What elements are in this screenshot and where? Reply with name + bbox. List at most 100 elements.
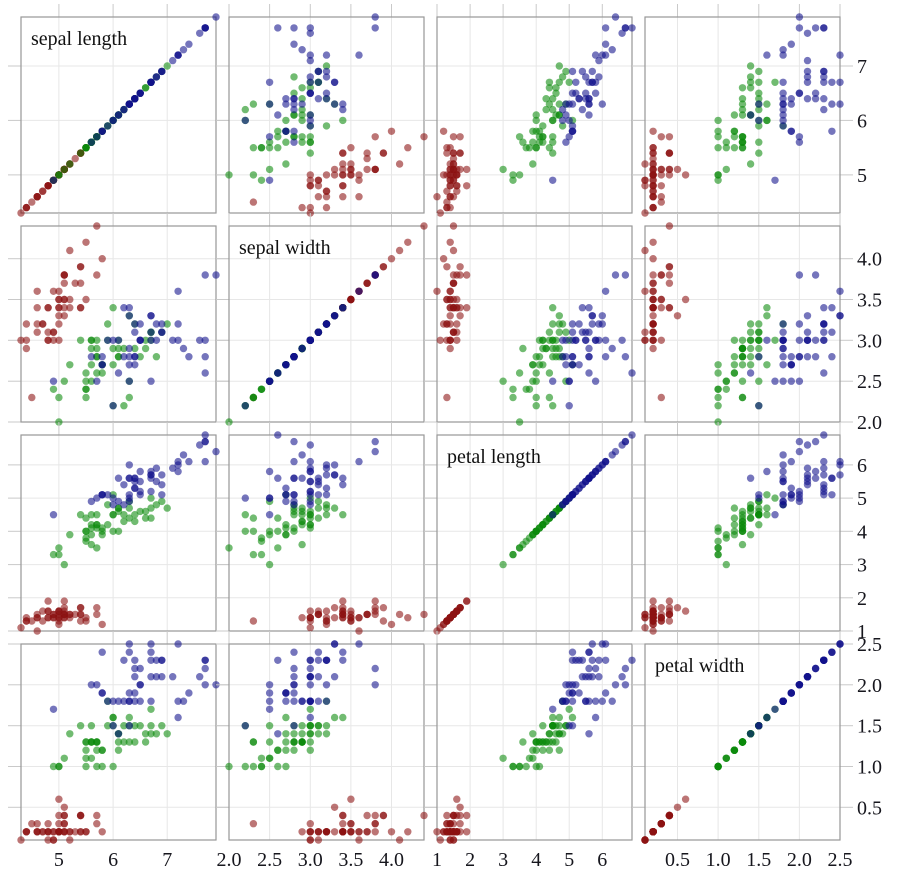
series-red: [641, 795, 690, 844]
svg-text:2.5: 2.5: [828, 849, 853, 871]
svg-text:6: 6: [857, 455, 867, 477]
panel-border: [228, 434, 425, 632]
panel-border: [436, 643, 633, 841]
svg-text:2.0: 2.0: [857, 412, 882, 434]
series-blue: [49, 640, 220, 738]
svg-text:7: 7: [162, 849, 172, 871]
panel-border: [644, 225, 841, 423]
panel-1-1: sepal width: [216, 213, 437, 426]
panel-border: [20, 643, 217, 841]
series-red: [641, 222, 690, 402]
svg-text:3.0: 3.0: [298, 849, 323, 871]
series-green: [49, 491, 171, 569]
panel-3-3: petal width: [632, 631, 853, 844]
series-green: [714, 304, 787, 426]
series-red: [433, 597, 471, 635]
svg-text:7: 7: [857, 56, 867, 78]
series-red: [17, 597, 106, 635]
series-green: [499, 304, 577, 426]
svg-text:2.5: 2.5: [857, 371, 882, 393]
panel-border: [644, 16, 841, 214]
series-blue: [241, 431, 379, 519]
svg-text:1: 1: [432, 849, 442, 871]
series-blue: [241, 640, 379, 738]
panel-border: [20, 434, 217, 632]
svg-text:3: 3: [498, 849, 508, 871]
right-axis-labels: 5 6 7 2.0 2.5 3.0 3.5 4.0 1 2 3 4 5 6 0.5 1.0 1.5 2.0 2.5: [857, 56, 882, 819]
svg-text:3: 3: [857, 555, 867, 577]
diagonal-label-petal-length: petal length: [447, 446, 541, 468]
panel-border: [436, 434, 633, 632]
panel-border: [228, 225, 425, 423]
panel-0-2: [424, 4, 645, 217]
panel-0-3: [632, 4, 853, 217]
series-green: [49, 697, 171, 771]
svg-text:1: 1: [857, 621, 867, 643]
svg-text:0.5: 0.5: [857, 797, 882, 819]
diagonal-label-sepal-length: sepal length: [31, 28, 127, 50]
panel-border: [644, 434, 841, 632]
series-blue: [746, 271, 844, 410]
series-red: [249, 127, 428, 217]
series-red: [433, 127, 471, 217]
series-red: [17, 795, 106, 844]
svg-text:5: 5: [857, 488, 867, 510]
svg-text:4: 4: [857, 521, 867, 543]
svg-text:0.5: 0.5: [665, 849, 690, 871]
svg-text:3.5: 3.5: [338, 849, 363, 871]
panel-3-1: [216, 631, 437, 844]
series-blue: [49, 13, 220, 184]
svg-text:6: 6: [597, 849, 607, 871]
panel-1-0: [8, 213, 229, 426]
svg-text:6: 6: [857, 110, 867, 132]
series-blue: [549, 431, 636, 519]
series-blue: [49, 271, 220, 410]
panel-2-2: petal length: [424, 422, 645, 635]
series-green: [225, 491, 347, 569]
series-green: [499, 697, 577, 771]
panel-border: [644, 643, 841, 841]
panel-2-3: [632, 422, 853, 635]
series-blue: [49, 431, 220, 519]
series-red: [433, 795, 471, 844]
panel-3-2: [424, 631, 645, 844]
series-red: [249, 597, 428, 635]
svg-text:5: 5: [54, 849, 64, 871]
svg-text:3.0: 3.0: [857, 330, 882, 352]
bottom-axis-labels: 5 6 7 2.0 2.5 3.0 3.5 4.0 1 2 3 4 5 6 0.5 1.0 1.5 2.0 2.5: [54, 849, 853, 871]
panel-border: [436, 16, 633, 214]
svg-text:1.5: 1.5: [857, 716, 882, 738]
svg-text:2.5: 2.5: [857, 634, 882, 656]
series-blue: [549, 271, 636, 410]
panel-2-1: [216, 422, 437, 635]
svg-text:1.0: 1.0: [857, 757, 882, 779]
panel-border: [228, 643, 425, 841]
series-blue: [746, 431, 844, 519]
panel-border: [436, 225, 633, 423]
diagonal-label-sepal-width: sepal width: [239, 237, 331, 259]
panel-border: [20, 16, 217, 214]
svg-text:1.0: 1.0: [706, 849, 731, 871]
series-blue: [746, 13, 844, 184]
series-blue: [549, 13, 636, 184]
svg-text:4.0: 4.0: [857, 249, 882, 271]
svg-text:2: 2: [465, 849, 475, 871]
svg-text:2: 2: [857, 588, 867, 610]
panel-1-3: [632, 213, 853, 426]
series-red: [641, 127, 690, 217]
panel-2-0: [8, 422, 229, 635]
svg-text:2.0: 2.0: [787, 849, 812, 871]
svg-text:1.5: 1.5: [746, 849, 771, 871]
panel-0-0: sepal length: [8, 4, 229, 217]
svg-text:2.0: 2.0: [217, 849, 242, 871]
series-red: [641, 597, 690, 635]
panel-border: [20, 225, 217, 423]
panel-border: [228, 16, 425, 214]
svg-text:5: 5: [564, 849, 574, 871]
svg-text:6: 6: [108, 849, 118, 871]
series-blue: [746, 640, 844, 738]
series-blue: [549, 640, 636, 738]
panel-1-2: [424, 213, 645, 426]
